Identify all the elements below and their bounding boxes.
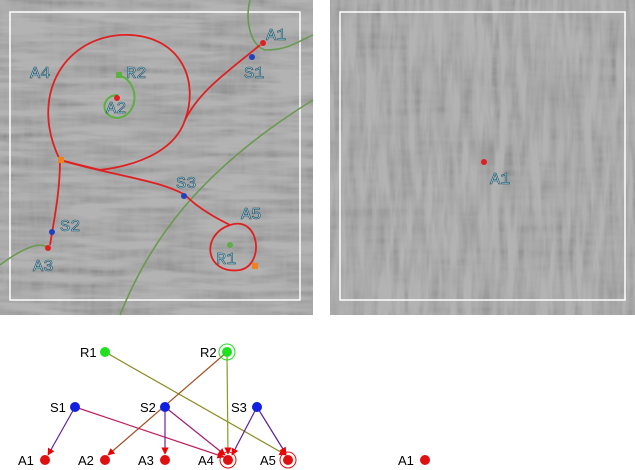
point-label: A1 [266,27,286,46]
point-label: R2 [126,65,146,84]
point-label: A3 [33,258,53,277]
point-label: S2 [60,218,80,237]
graph-nodes: R1 R2 S1 S2 S3 A1 A2 A3 A4 A5 A1 [18,343,430,469]
node-label: A4 [198,453,214,468]
node-label: S2 [140,400,156,415]
node-label: R1 [80,345,97,360]
node-label: A2 [78,453,94,468]
node-label: A1 [18,453,34,468]
point-label: A2 [106,100,126,119]
point-label: R1 [216,251,236,270]
node-label: A5 [260,453,276,468]
point-label: S1 [244,65,264,84]
point-label: S3 [176,175,196,194]
node-label: S3 [231,400,247,415]
node-label: S1 [50,400,66,415]
right-flow-image: A1 [330,0,635,315]
point-label: A5 [241,206,261,225]
point-label: A1 [490,171,510,190]
point-label: A4 [30,65,50,84]
node-label: A1 [398,453,414,468]
node-label: R2 [200,345,217,360]
left-flow-image: A1 S1 R2 A4 A2 S3 A5 S2 A3 R1 [0,0,314,316]
node-label: A3 [138,453,154,468]
